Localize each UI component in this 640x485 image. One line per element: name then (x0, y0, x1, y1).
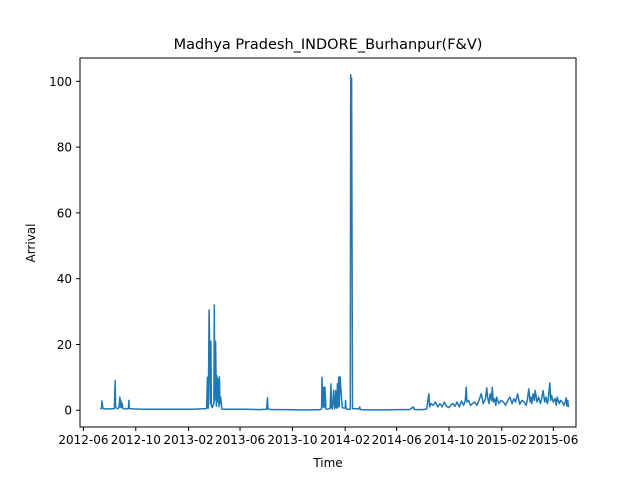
x-tick-label: 2013-06 (215, 433, 265, 447)
chart-title: Madhya Pradesh_INDORE_Burhanpur(F&V) (174, 37, 483, 53)
x-tick-label: 2014-02 (320, 433, 370, 447)
x-ticks: 2012-06 2012-10 2013-02 2013-06 2013-10 2014-… (58, 427, 578, 447)
x-axis-label: Time (312, 456, 342, 470)
x-tick-label: 2014-10 (424, 433, 474, 447)
x-tick-label: 2015-06 (528, 433, 578, 447)
y-tick-label: 80 (57, 141, 72, 155)
x-tick-label: 2012-10 (111, 433, 161, 447)
x-tick-label: 2012-06 (58, 433, 108, 447)
x-tick-label: 2013-10 (267, 433, 317, 447)
y-ticks: 0 20 40 60 80 100 (49, 75, 80, 418)
axes-frame (79, 57, 577, 428)
x-tick-label: 2014-06 (372, 433, 422, 447)
y-axis-label: Arrival (24, 224, 38, 263)
plot-area (100, 74, 570, 411)
x-tick-label: 2013-02 (163, 433, 213, 447)
y-tick-label: 40 (57, 272, 72, 286)
y-tick-label: 20 (57, 338, 72, 352)
x-tick-label: 2015-02 (477, 433, 527, 447)
y-tick-label: 100 (49, 75, 72, 89)
series-line (100, 74, 570, 411)
y-tick-label: 60 (57, 206, 72, 220)
y-tick-label: 0 (64, 404, 72, 418)
